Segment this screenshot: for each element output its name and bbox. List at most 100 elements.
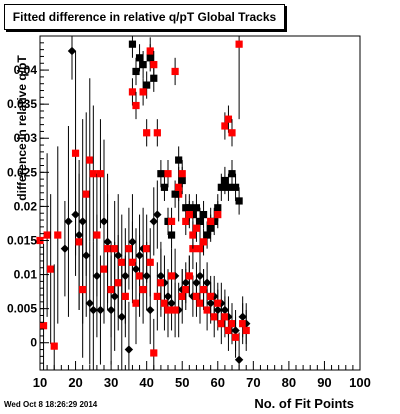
data-point-square <box>160 183 169 191</box>
data-point-square <box>153 129 161 137</box>
y-tick-label: 0.035 <box>7 97 37 111</box>
data-point-square <box>128 258 137 266</box>
y-tick-label: 0.025 <box>7 165 37 179</box>
x-tick-label: 100 <box>349 375 371 390</box>
data-point-square <box>214 299 222 307</box>
x-tick-label: 40 <box>139 375 153 390</box>
data-point-square <box>146 258 154 266</box>
data-point-square <box>79 285 87 294</box>
data-point-diamond <box>202 278 212 287</box>
data-point-square <box>114 279 122 287</box>
data-point-square <box>178 292 186 300</box>
data-point-square <box>121 292 129 300</box>
data-point-square <box>128 88 137 96</box>
data-point-diamond <box>149 217 158 226</box>
x-axis-label: No. of Fit Points <box>254 396 354 411</box>
data-point-square <box>192 224 201 232</box>
data-point-square <box>143 245 151 253</box>
data-point-square <box>157 170 165 178</box>
data-point-square <box>203 231 211 239</box>
x-tick-label: 90 <box>317 375 331 390</box>
y-tick-label: 0.015 <box>7 233 37 247</box>
data-point-square <box>167 272 176 280</box>
data-point-square <box>199 238 208 246</box>
data-point-diamond <box>146 305 155 315</box>
data-point-square <box>157 279 165 287</box>
data-point-square <box>143 129 151 137</box>
data-point-square <box>214 210 222 219</box>
data-point-square <box>111 245 119 253</box>
data-point-square <box>103 245 112 253</box>
data-point-square <box>132 101 140 110</box>
data-point-square <box>221 313 229 321</box>
data-point-square <box>128 40 137 48</box>
y-tick-label: 0.02 <box>14 199 38 213</box>
x-tick-label: 80 <box>282 375 296 390</box>
data-point-square <box>178 170 186 178</box>
data-point-diamond <box>124 345 134 354</box>
data-point-square <box>71 149 80 157</box>
data-point-square <box>182 217 190 226</box>
y-tick-label: 0.04 <box>14 63 38 77</box>
data-point-square <box>221 176 229 185</box>
data-point-square <box>242 326 250 335</box>
data-point-diamond <box>195 271 205 281</box>
data-point-square <box>93 231 101 239</box>
data-point-square <box>192 292 201 300</box>
data-point-square <box>125 245 133 253</box>
data-point-square <box>228 129 236 137</box>
data-point-diamond <box>64 217 73 226</box>
data-marks <box>36 36 251 370</box>
data-point-square <box>82 190 90 198</box>
data-point-square <box>167 217 176 226</box>
data-point-square <box>132 67 140 76</box>
data-point-square <box>54 231 62 239</box>
data-point-square <box>139 88 147 96</box>
data-point-square <box>196 299 204 307</box>
data-point-square <box>217 183 225 191</box>
data-point-square <box>118 258 126 266</box>
data-point-square <box>192 204 201 212</box>
data-point-square <box>239 320 247 328</box>
data-point-square <box>86 156 94 164</box>
timestamp: Wed Oct 8 18:26:29 2014 <box>4 400 98 409</box>
data-point-square <box>167 231 176 239</box>
data-point-square <box>50 342 58 350</box>
data-point-square <box>160 299 169 307</box>
data-point-square <box>203 306 211 314</box>
data-point-diamond <box>96 305 105 315</box>
y-tick-label: 0.01 <box>14 268 38 282</box>
data-point-square <box>135 54 144 62</box>
data-point-square <box>175 183 183 191</box>
data-point-square <box>207 217 215 226</box>
y-tick-label: 0.005 <box>7 302 37 316</box>
y-axis-label: difference in relative q/pT <box>15 55 29 201</box>
data-point-square <box>196 217 204 226</box>
data-point-square <box>199 285 208 294</box>
x-tick-label: 10 <box>33 375 47 390</box>
data-point-diamond <box>234 355 244 364</box>
x-tick-label: 60 <box>211 375 225 390</box>
x-tick-label: 70 <box>246 375 260 390</box>
data-point-square <box>221 122 229 130</box>
data-point-square <box>132 299 140 307</box>
data-point-square <box>171 190 179 198</box>
data-point-square <box>199 210 208 219</box>
y-tick-label: 0.03 <box>14 131 38 145</box>
data-point-square <box>224 326 233 335</box>
data-point-square <box>146 47 154 55</box>
data-point-square <box>153 292 161 300</box>
data-point-square <box>228 320 236 328</box>
data-point-diamond <box>89 305 98 315</box>
data-point-square <box>135 272 144 280</box>
data-point-square <box>207 292 215 300</box>
data-point-square <box>224 115 233 123</box>
data-point-square <box>231 333 240 341</box>
data-point-square <box>107 285 115 294</box>
chart-title: Fitted difference in relative q/pT Globa… <box>4 4 285 30</box>
data-point-square <box>75 238 83 246</box>
x-tick-label: 30 <box>104 375 118 390</box>
data-point-square <box>175 156 183 164</box>
data-point-square <box>43 231 51 239</box>
